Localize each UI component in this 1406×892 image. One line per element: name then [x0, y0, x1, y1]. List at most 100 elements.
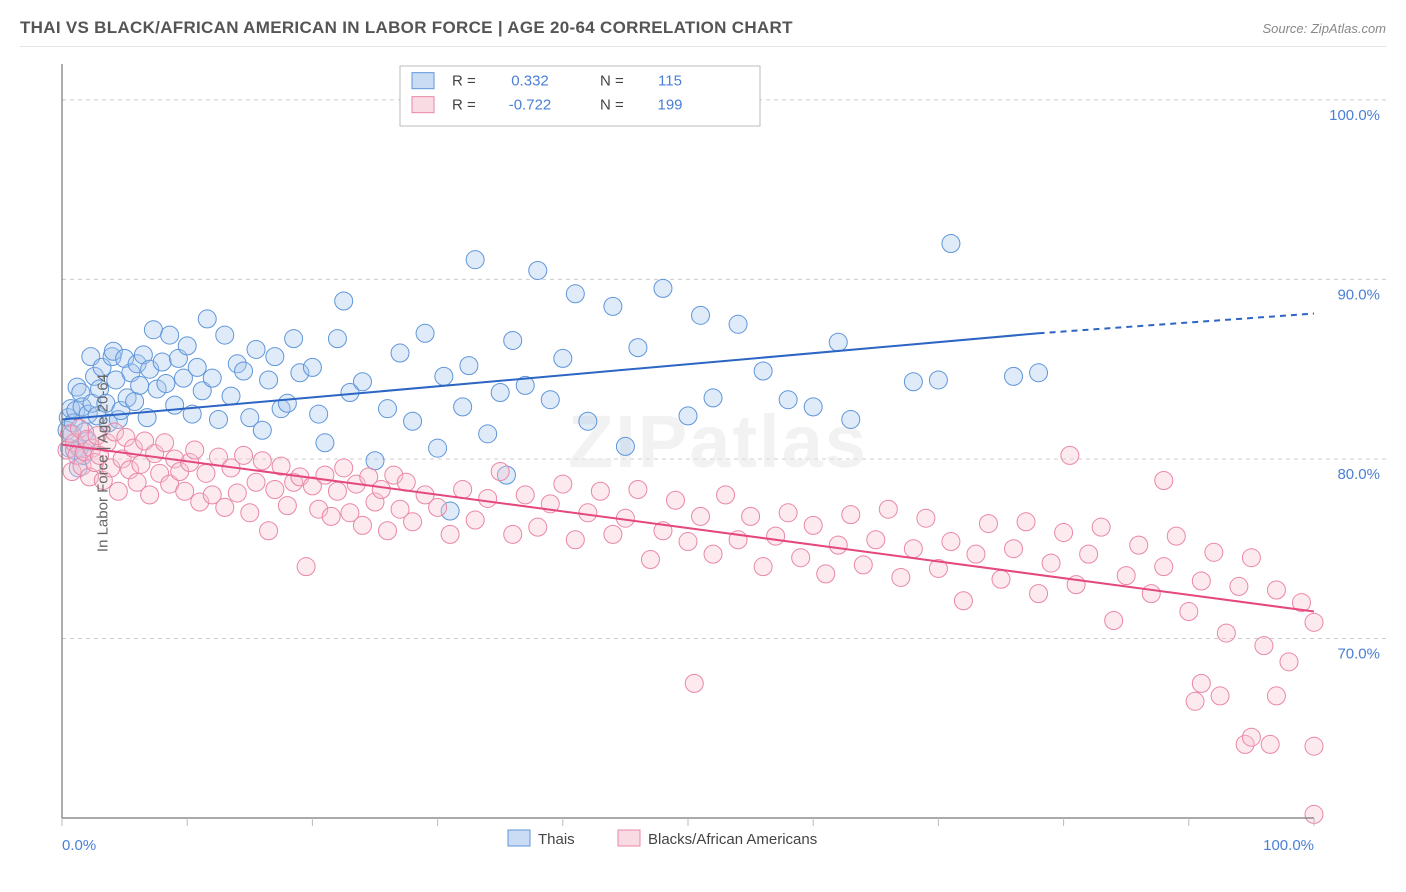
scatter-point	[579, 504, 597, 522]
scatter-point	[228, 484, 246, 502]
scatter-point	[729, 315, 747, 333]
correlation-scatter-chart: 70.0%80.0%90.0%100.0%ZIPatlas0.0%100.0%R…	[20, 56, 1386, 870]
scatter-point	[904, 373, 922, 391]
scatter-point	[366, 452, 384, 470]
scatter-point	[1280, 653, 1298, 671]
bottom-legend-label: Blacks/African Americans	[648, 831, 817, 848]
scatter-point	[541, 391, 559, 409]
scatter-point	[429, 439, 447, 457]
bottom-legend-swatch	[618, 830, 640, 846]
scatter-point	[604, 525, 622, 543]
x-tick-label: 100.0%	[1263, 837, 1314, 854]
scatter-point	[767, 527, 785, 545]
scatter-point	[353, 516, 371, 534]
scatter-point	[554, 349, 572, 367]
scatter-point	[1192, 674, 1210, 692]
scatter-point	[654, 279, 672, 297]
scatter-point	[829, 333, 847, 351]
scatter-point	[126, 393, 144, 411]
scatter-point	[1180, 603, 1198, 621]
scatter-point	[297, 558, 315, 576]
scatter-point	[1030, 364, 1048, 382]
scatter-point	[316, 434, 334, 452]
scatter-point	[491, 384, 509, 402]
scatter-point	[629, 480, 647, 498]
scatter-point	[235, 446, 253, 464]
scatter-point	[328, 330, 346, 348]
scatter-point	[1217, 624, 1235, 642]
scatter-point	[616, 437, 634, 455]
scatter-point	[704, 545, 722, 563]
scatter-point	[1061, 446, 1079, 464]
scatter-point	[1130, 536, 1148, 554]
scatter-point	[335, 459, 353, 477]
scatter-point	[1005, 540, 1023, 558]
scatter-point	[178, 337, 196, 355]
scatter-point	[278, 394, 296, 412]
scatter-point	[1242, 549, 1260, 567]
scatter-point	[235, 362, 253, 380]
scatter-point	[141, 486, 159, 504]
scatter-point	[466, 251, 484, 269]
scatter-point	[829, 536, 847, 554]
y-tick-label: 70.0%	[1337, 645, 1380, 662]
legend-r-value: 0.332	[511, 73, 549, 90]
scatter-point	[1142, 585, 1160, 603]
scatter-point	[566, 531, 584, 549]
chart-title: THAI VS BLACK/AFRICAN AMERICAN IN LABOR …	[20, 18, 793, 38]
legend-n-label: N =	[600, 97, 624, 114]
legend-r-value: -0.722	[509, 97, 552, 114]
scatter-point	[942, 235, 960, 253]
scatter-point	[322, 507, 340, 525]
scatter-point	[692, 507, 710, 525]
scatter-point	[260, 522, 278, 540]
scatter-point	[1255, 637, 1273, 655]
scatter-point	[253, 421, 271, 439]
scatter-point	[917, 509, 935, 527]
scatter-point	[641, 550, 659, 568]
scatter-point	[466, 511, 484, 529]
scatter-point	[1305, 613, 1323, 631]
scatter-point	[188, 358, 206, 376]
scatter-point	[554, 475, 572, 493]
scatter-point	[666, 491, 684, 509]
scatter-point	[203, 369, 221, 387]
legend-swatch	[412, 73, 434, 89]
scatter-point	[817, 565, 835, 583]
chart-header: THAI VS BLACK/AFRICAN AMERICAN IN LABOR …	[20, 18, 1386, 47]
legend-swatch	[412, 97, 434, 113]
scatter-point	[566, 285, 584, 303]
scatter-point	[216, 498, 234, 516]
scatter-point	[754, 558, 772, 576]
scatter-point	[1230, 577, 1248, 595]
scatter-point	[197, 464, 215, 482]
scatter-point	[504, 331, 522, 349]
scatter-point	[335, 292, 353, 310]
scatter-point	[166, 396, 184, 414]
scatter-point	[241, 504, 259, 522]
scatter-point	[1117, 567, 1135, 585]
scatter-point	[404, 412, 422, 430]
scatter-point	[198, 310, 216, 328]
scatter-point	[441, 525, 459, 543]
scatter-point	[579, 412, 597, 430]
scatter-point	[247, 340, 265, 358]
watermark-text: ZIPatlas	[568, 400, 868, 483]
scatter-point	[854, 556, 872, 574]
scatter-point	[460, 357, 478, 375]
scatter-point	[153, 353, 171, 371]
scatter-point	[1017, 513, 1035, 531]
scatter-point	[1211, 687, 1229, 705]
scatter-point	[629, 339, 647, 357]
scatter-point	[416, 324, 434, 342]
x-tick-label: 0.0%	[62, 837, 96, 854]
scatter-point	[1055, 524, 1073, 542]
scatter-point	[491, 463, 509, 481]
scatter-point	[516, 486, 534, 504]
scatter-point	[1080, 545, 1098, 563]
bottom-legend-label: Thais	[538, 831, 575, 848]
scatter-point	[1167, 527, 1185, 545]
scatter-point	[754, 362, 772, 380]
scatter-point	[222, 387, 240, 405]
scatter-point	[278, 497, 296, 515]
